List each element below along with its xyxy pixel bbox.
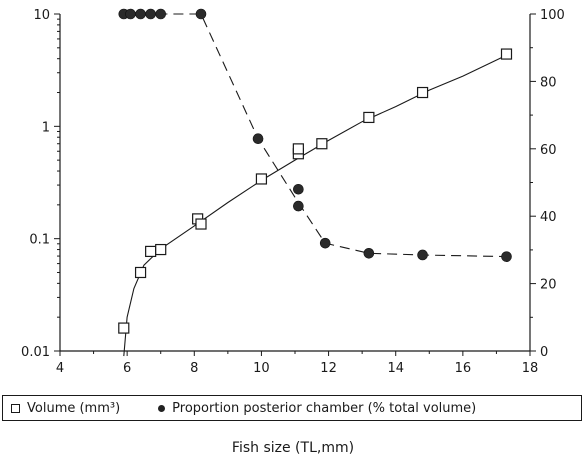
volume-point bbox=[500, 48, 513, 60]
proportion-point bbox=[363, 247, 375, 259]
x-tick-label: 10 bbox=[253, 361, 270, 376]
y2-tick-label: 60 bbox=[540, 143, 557, 158]
legend-label-proportion: Proportion posterior chamber (% total vo… bbox=[172, 400, 477, 416]
volume-fit-line bbox=[123, 54, 507, 357]
open-square-icon bbox=[11, 403, 20, 413]
volume-point bbox=[118, 322, 130, 334]
x-tick-label: 6 bbox=[123, 361, 131, 376]
volume-point bbox=[363, 111, 375, 124]
y2-tick-label: 40 bbox=[540, 210, 557, 225]
y-tick-label: 1 bbox=[42, 120, 50, 135]
volume-point bbox=[195, 218, 207, 230]
proportion-point bbox=[125, 8, 136, 20]
y2-tick-label: 100 bbox=[540, 8, 565, 23]
volume-point bbox=[255, 173, 268, 185]
y-tick-label: 0.1 bbox=[29, 233, 50, 248]
proportion-point bbox=[252, 133, 264, 144]
legend-label-volume: Volume (mm³) bbox=[27, 400, 121, 416]
x-tick-label: 8 bbox=[190, 361, 198, 376]
x-tick-label: 4 bbox=[56, 361, 64, 376]
x-tick-label: 12 bbox=[320, 361, 337, 376]
proportion-point bbox=[319, 237, 331, 249]
series-markers bbox=[118, 8, 513, 334]
filled-circle-icon bbox=[158, 404, 166, 412]
legend-item-proportion: Proportion posterior chamber (% total vo… bbox=[158, 401, 476, 416]
proportion-point bbox=[293, 183, 304, 195]
proportion-point bbox=[293, 200, 304, 212]
x-tick-label: 14 bbox=[387, 361, 404, 376]
y2-tick-label: 80 bbox=[540, 75, 557, 90]
y2-tick-label: 20 bbox=[540, 278, 557, 293]
plot-frame bbox=[59, 14, 531, 352]
volume-point bbox=[416, 86, 429, 99]
volume-point bbox=[316, 138, 328, 150]
legend-item-volume: Volume (mm³) bbox=[11, 401, 120, 416]
proportion-point bbox=[195, 8, 207, 20]
volume-point bbox=[292, 143, 304, 155]
x-tick-label: 16 bbox=[455, 361, 472, 376]
y-tick-label: 10 bbox=[33, 8, 50, 23]
proportion-point bbox=[155, 8, 167, 20]
proportion-point bbox=[417, 249, 428, 261]
series-curves bbox=[123, 13, 507, 357]
volume-point bbox=[155, 243, 167, 256]
proportion-trend-line bbox=[157, 13, 507, 258]
proportion-point bbox=[145, 8, 156, 20]
proportion-point bbox=[501, 251, 512, 262]
volume-point bbox=[145, 245, 157, 258]
x-tick-label: 18 bbox=[522, 361, 539, 376]
legend: Volume (mm³) Proportion posterior chambe… bbox=[2, 395, 582, 421]
y-tick-label: 0.01 bbox=[21, 345, 50, 360]
y2-tick-label: 0 bbox=[540, 345, 548, 360]
volume-point bbox=[134, 266, 147, 279]
x-axis-label: Fish size (TL,mm) bbox=[231, 440, 355, 456]
proportion-point bbox=[135, 8, 146, 20]
